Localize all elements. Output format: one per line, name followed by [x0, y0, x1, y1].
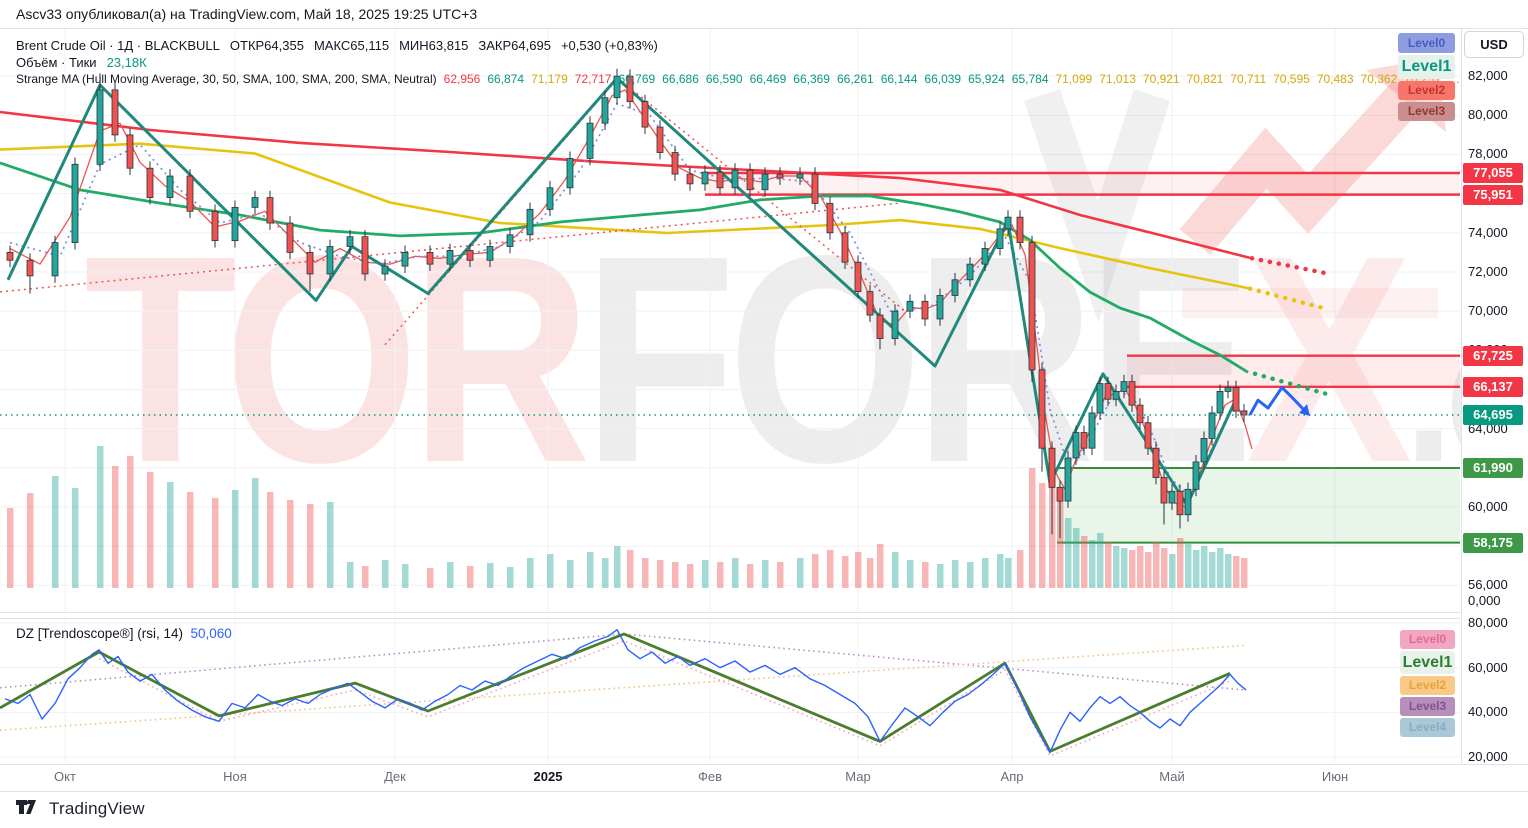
ma-value: 72,717 — [574, 72, 612, 86]
ma-value: 66,369 — [793, 72, 830, 86]
volume-value: 23,18К — [106, 55, 147, 70]
price-level-badge: 77,055 — [1463, 163, 1523, 183]
tradingview-attribution[interactable]: TradingView — [16, 799, 145, 819]
price-level-badge: 58,175 — [1463, 532, 1523, 553]
rsi-tick-label: 20,000 — [1468, 749, 1508, 764]
main-level-chip: Level1 — [1398, 55, 1455, 79]
ma-value: 70,821 — [1186, 72, 1224, 86]
volume-label: Объём · Тики — [16, 55, 97, 70]
ma-value: 65,784 — [1011, 72, 1049, 86]
main-level-chip: Level2 — [1398, 81, 1455, 100]
pane-divider-top[interactable] — [0, 612, 1461, 613]
ma-value: 71,099 — [1055, 72, 1093, 86]
price-level-badge: 75,951 — [1463, 184, 1523, 205]
header-divider — [0, 28, 1528, 29]
x-axis-label[interactable]: Мар — [845, 769, 871, 784]
rsi-level-chip: Level2 — [1400, 676, 1455, 695]
change-value: +0,530 (+0,83%) — [560, 38, 658, 53]
symbol-title: Brent Crude Oil · 1Д · BLACKBULL — [16, 38, 220, 53]
price-tick-label: 72,000 — [1468, 263, 1508, 279]
ma-value: 70,483 — [1316, 72, 1354, 86]
ma-value: 70,595 — [1273, 72, 1310, 86]
ma-value: 70,362 — [1360, 72, 1398, 86]
ma-value: 66,686 — [662, 72, 699, 86]
ma-value: 66,769 — [618, 72, 656, 86]
price-tick-label: 82,000 — [1468, 68, 1508, 84]
ohlc-field: ОТКР64,355 — [229, 38, 304, 53]
price-level-badge: 66,137 — [1463, 376, 1523, 397]
price-level-badge: 64,695 — [1463, 405, 1523, 425]
ma-values: 62,956 66,874 71,179 72,717 66,769 66,686 66,5… — [437, 72, 1460, 86]
rsi-level-chip: Level3 — [1400, 697, 1455, 716]
x-axis-label[interactable]: Дек — [384, 769, 406, 784]
ma-value: 66,261 — [836, 72, 874, 86]
ma-value: 66,039 — [924, 72, 962, 86]
x-axis-label[interactable]: Ноя — [223, 769, 247, 784]
ma-value: 71,013 — [1099, 72, 1136, 86]
price-level-badge: 61,990 — [1463, 457, 1523, 478]
main-level-chip: Level0 — [1398, 33, 1455, 53]
x-axis-label[interactable]: 2025 — [533, 769, 563, 784]
ma-label: Strange MA (Hull Moving Average, 30, 50,… — [16, 72, 437, 86]
price-tick-label: 74,000 — [1468, 224, 1508, 240]
price-tick-label: 80,000 — [1468, 107, 1508, 123]
ma-value: 66,590 — [705, 72, 743, 86]
rsi-level-chip: Level4 — [1400, 718, 1455, 737]
tradingview-brand-text: TradingView — [49, 799, 145, 818]
publish-header: Ascv33 опубликовал(а) на TradingView.com… — [16, 6, 478, 22]
price-tick-label: 70,000 — [1468, 303, 1508, 319]
bottom-divider — [0, 791, 1528, 792]
ma-value: 70,921 — [1142, 72, 1180, 86]
pane-divider-bottom[interactable] — [0, 618, 1461, 619]
ma-value: 66,144 — [880, 72, 918, 86]
ohlc-field: МИН63,815 — [399, 38, 469, 53]
ma-value: 66,874 — [487, 72, 525, 86]
volume-legend-row[interactable]: Объём · Тики 23,18К — [16, 55, 147, 70]
ma-value: 66,469 — [749, 72, 787, 86]
symbol-legend-row[interactable]: Brent Crude Oil · 1Д · BLACKBULL ОТКР64,3… — [16, 38, 658, 53]
price-tick-label: 0,000 — [1468, 593, 1501, 608]
ohlc-field: ЗАКР64,695 — [478, 38, 551, 53]
ohlc-field: МАКС65,115 — [313, 38, 390, 53]
price-tick-label: 78,000 — [1468, 146, 1508, 162]
rsi-tick-label: 80,000 — [1468, 615, 1508, 631]
ma-value: 70,711 — [1230, 72, 1267, 86]
rsi-tick-label: 60,000 — [1468, 659, 1508, 675]
rsi-legend-row[interactable]: DZ [Trendoscope®] (rsi, 14) 50,060 — [16, 626, 232, 641]
ohlc-values: ОТКР64,355 МАКС65,115 МИН63,815 ЗАКР64,695 — [230, 38, 551, 53]
rsi-level-chip: Level0 — [1400, 630, 1455, 649]
time-axis-divider — [0, 764, 1528, 765]
currency-button[interactable]: USD — [1464, 31, 1524, 58]
rsi-tick-label: 40,000 — [1468, 704, 1508, 720]
price-tick-label: 60,000 — [1468, 498, 1508, 514]
price-level-badge: 67,725 — [1463, 345, 1523, 366]
x-axis-label[interactable]: Фев — [697, 769, 723, 784]
x-axis-label[interactable]: Окт — [54, 769, 76, 784]
scale-divider — [1461, 28, 1462, 765]
x-axis-label[interactable]: Май — [1159, 769, 1185, 784]
ma-legend-row[interactable]: Strange MA (Hull Moving Average, 30, 50,… — [16, 72, 1460, 86]
rsi-value: 50,060 — [190, 626, 232, 641]
main-level-chip: Level3 — [1398, 102, 1455, 121]
ma-value: 71,179 — [531, 72, 568, 86]
tradingview-logo-icon — [16, 799, 36, 814]
x-axis-label[interactable]: Апр — [1000, 769, 1024, 784]
ma-value: 65,924 — [968, 72, 1005, 86]
x-axis-label[interactable]: Июн — [1321, 769, 1349, 784]
ma-value: 62,956 — [443, 72, 481, 86]
rsi-indicator-title: DZ [Trendoscope®] (rsi, 14) — [16, 626, 183, 641]
rsi-level-chip: Level1 — [1400, 651, 1455, 674]
price-tick-label: 56,000 — [1468, 577, 1508, 593]
